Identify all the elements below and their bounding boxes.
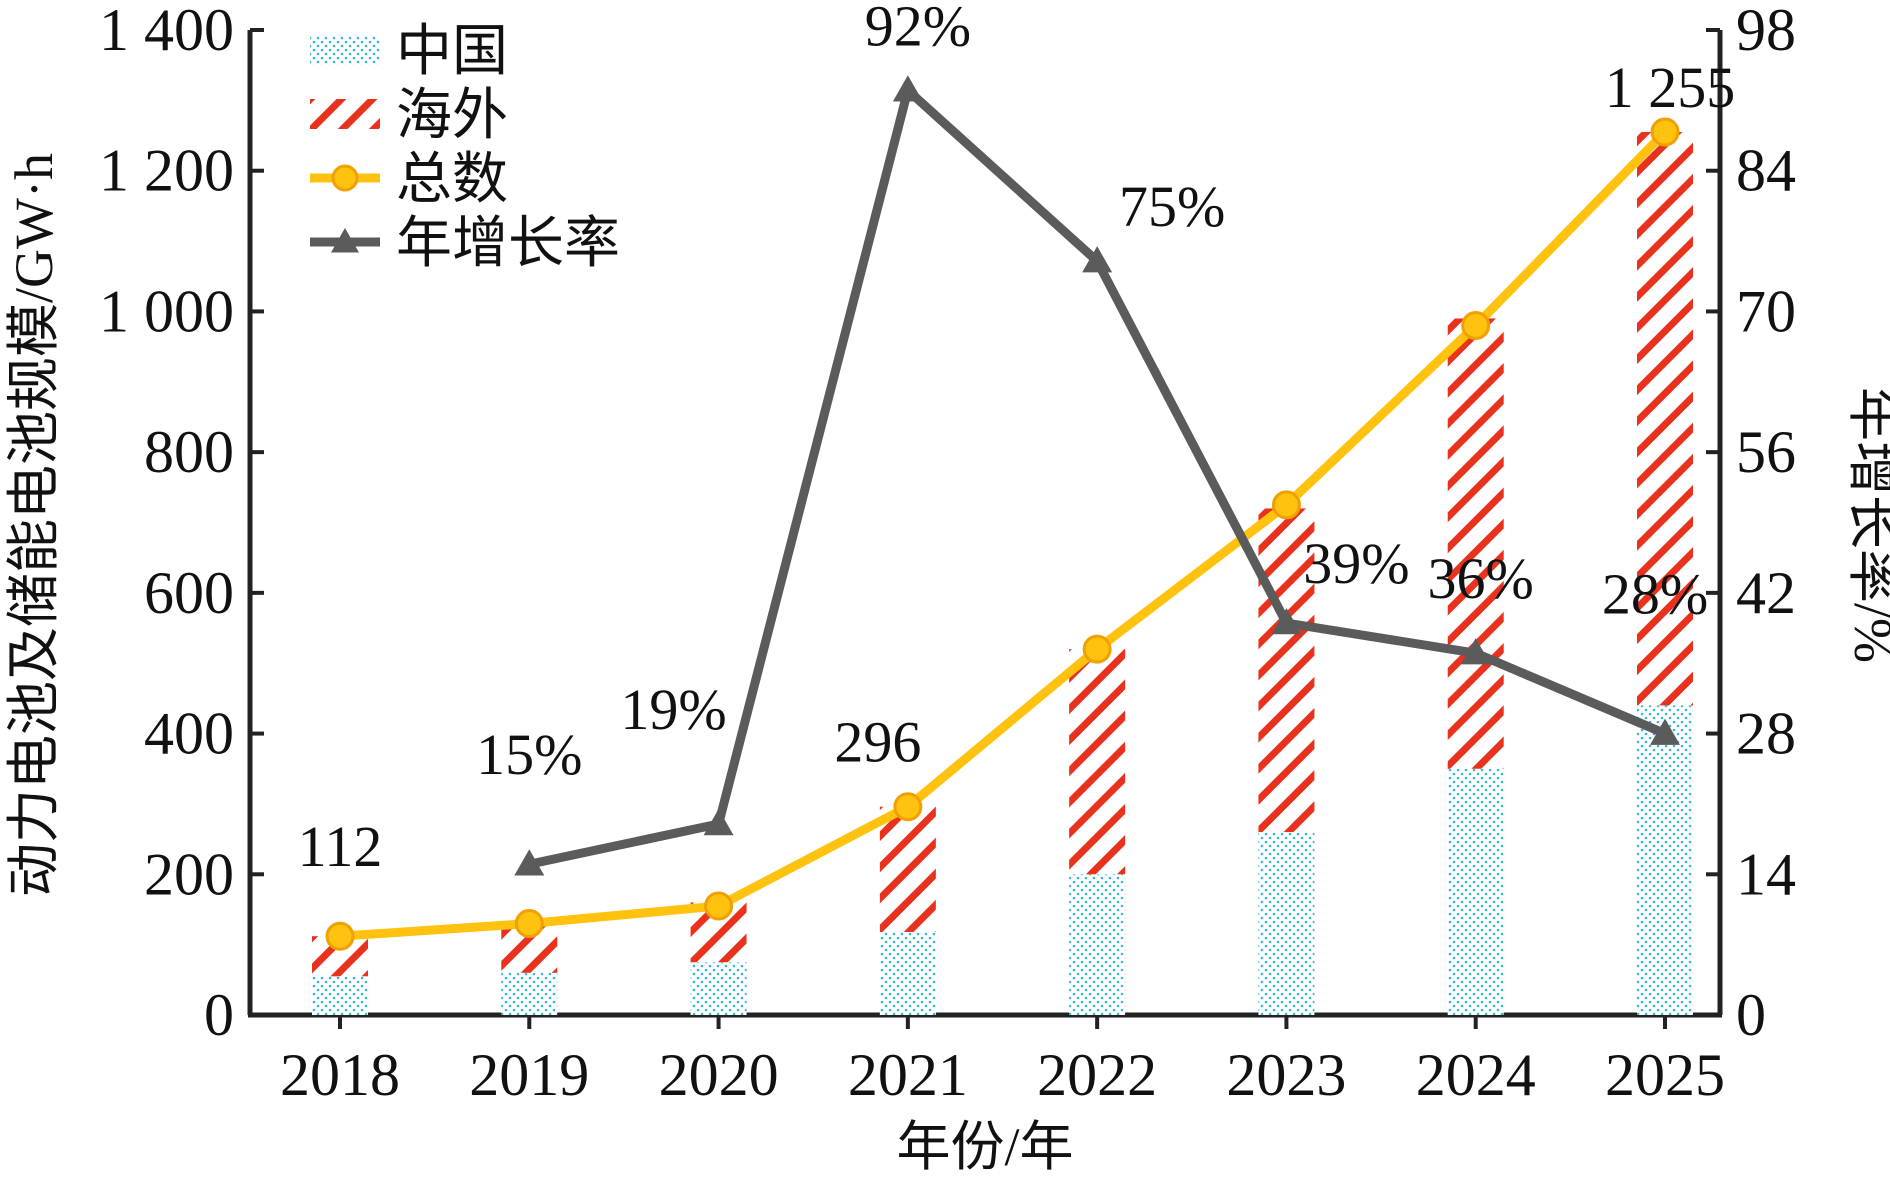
stacked-bars [312, 132, 1693, 1015]
data-label-2025: 1 255 [1605, 55, 1736, 120]
point-total-2025 [1650, 117, 1680, 147]
data-label-2018: 112 [298, 814, 383, 879]
y2-axis-title: 年增长率/% [1843, 387, 1890, 663]
bar-overseas-2025 [1637, 132, 1693, 706]
point-growth-2024 [1460, 638, 1491, 665]
point-growth-2022 [1082, 246, 1113, 273]
ytick-label: 800 [144, 419, 234, 485]
ytick-label: 200 [144, 841, 234, 907]
y-axis-title: 动力电池及储能电池规模/GW·h [4, 153, 64, 897]
point-total-2023 [1271, 490, 1301, 520]
axis-ticks: 0 200 400 600 800 1 000 1 200 1 400 0 14 28 42 56 70 8… [99, 0, 1796, 1108]
data-label-2021: 92% [865, 0, 971, 58]
series-lines [325, 75, 1680, 951]
xtick-label: 2018 [280, 1042, 400, 1108]
line-total [339, 128, 1669, 941]
data-label-2023: 39% [1303, 531, 1409, 596]
xtick-label: 2021 [848, 1042, 968, 1108]
bar-china-2019 [501, 972, 558, 1015]
bar-china-2024 [1447, 768, 1504, 1015]
point-total-2024 [1461, 311, 1491, 340]
data-label-2019: 15% [476, 722, 582, 787]
xtick-label: 2020 [659, 1042, 779, 1108]
point-total-2019 [514, 909, 544, 939]
bar-china-2021 [879, 931, 936, 1015]
ytick-label: 1 200 [99, 138, 234, 204]
ytick-label: 1 400 [99, 0, 234, 63]
y2tick-label: 98 [1736, 0, 1796, 63]
ytick-label: 600 [144, 560, 234, 626]
point-total-2021 [893, 792, 923, 822]
bar-china-2020 [690, 962, 747, 1015]
legend-swatch-china [310, 35, 380, 65]
y2tick-label: 0 [1736, 982, 1766, 1048]
bar-overseas-2022 [1069, 649, 1126, 875]
x-axis-title: 年份/年 [896, 1117, 1073, 1177]
ytick-label: 1 000 [99, 278, 234, 344]
point-total-2020 [704, 891, 734, 921]
legend-swatch-total-marker [331, 164, 359, 192]
xtick-label: 2024 [1416, 1042, 1536, 1108]
y2tick-label: 56 [1736, 419, 1796, 485]
data-label-2021: 296 [834, 710, 921, 775]
point-growth-2025 [1650, 718, 1680, 745]
ytick-label: 400 [144, 701, 234, 767]
data-label-2022: 75% [1119, 174, 1225, 239]
bar-china-2022 [1069, 874, 1126, 1015]
y2tick-label: 42 [1736, 560, 1796, 626]
point-total-2018 [325, 921, 355, 951]
xtick-label: 2023 [1226, 1042, 1346, 1108]
point-growth-2021 [892, 75, 923, 102]
point-growth-2020 [703, 809, 734, 836]
legend-swatch-overseas [310, 99, 380, 129]
legend-label-china: 中国 [396, 21, 508, 83]
bar-china-2025 [1637, 705, 1693, 1015]
bar-overseas-2023 [1258, 508, 1315, 833]
data-label-2020: 19% [620, 677, 726, 742]
xtick-label: 2022 [1037, 1042, 1157, 1108]
y2tick-label: 70 [1736, 278, 1796, 344]
y2tick-label: 84 [1736, 138, 1796, 204]
bar-china-2023 [1258, 832, 1315, 1015]
legend-label-overseas: 海外 [396, 85, 508, 147]
data-label-2024: 36% [1428, 546, 1534, 611]
ytick-label: 0 [204, 982, 234, 1048]
data-label-2025: 28% [1602, 562, 1708, 627]
data-labels: 112 15% 19% 296 92% 75% 39% 36% 1 255 28% [298, 0, 1736, 879]
point-growth-2019 [514, 849, 545, 876]
bar-china-2018 [312, 976, 368, 1015]
bar-overseas-2021 [879, 806, 936, 932]
bar-overseas-2024 [1447, 318, 1504, 769]
xtick-label: 2025 [1605, 1042, 1725, 1108]
point-growth-2023 [1271, 608, 1302, 635]
y2tick-label: 14 [1736, 841, 1796, 907]
y2tick-label: 28 [1736, 701, 1796, 767]
legend-label-total: 总数 [396, 149, 508, 211]
xtick-label: 2019 [469, 1042, 589, 1108]
legend-swatch-growth-marker [331, 228, 359, 253]
point-total-2022 [1082, 634, 1112, 664]
legend-label-growth: 年增长率 [396, 213, 620, 275]
